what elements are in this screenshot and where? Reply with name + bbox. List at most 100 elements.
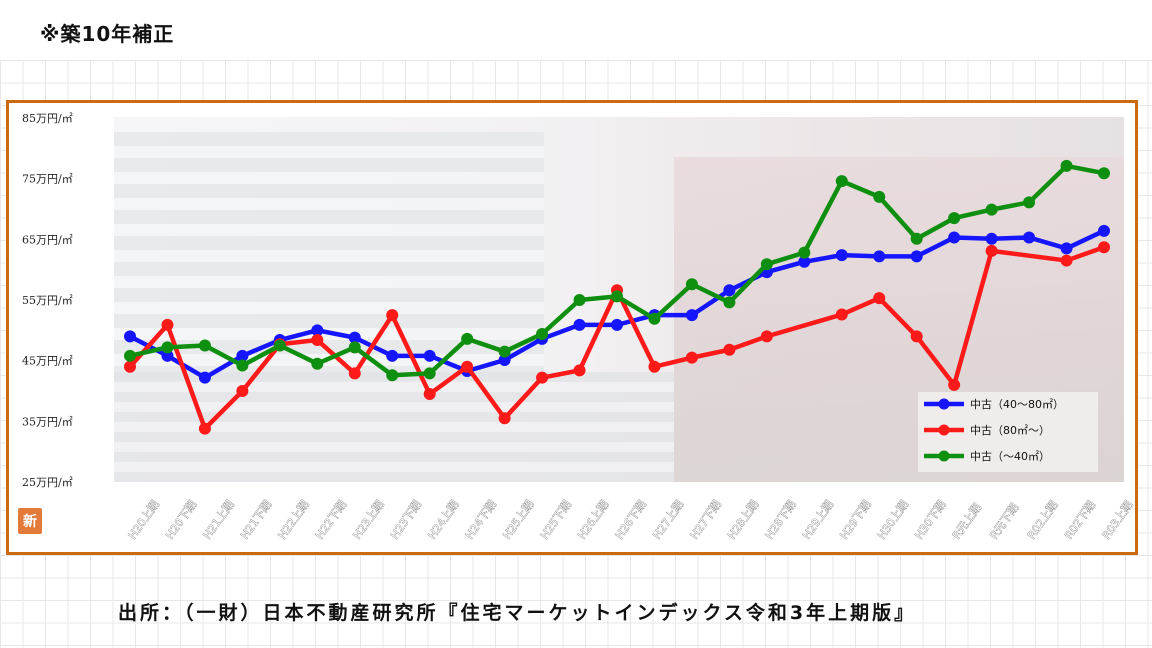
data-point bbox=[236, 359, 249, 372]
data-point bbox=[873, 190, 886, 203]
data-point bbox=[124, 330, 136, 343]
data-point bbox=[723, 343, 736, 356]
x-tick-label: R元上期 bbox=[950, 501, 984, 542]
y-tick-label: 25万円/㎡ bbox=[22, 476, 73, 489]
data-point bbox=[573, 364, 586, 377]
legend-label: 中古（80㎡～） bbox=[970, 424, 1050, 437]
data-point bbox=[348, 331, 361, 344]
data-point bbox=[498, 354, 511, 367]
data-point bbox=[1060, 159, 1073, 172]
data-point bbox=[236, 385, 249, 397]
data-point bbox=[573, 318, 586, 331]
x-tick-label: H20下期 bbox=[163, 498, 199, 542]
data-point bbox=[685, 278, 698, 291]
source-caption: 出所：（一財）日本不動産研究所『住宅マーケットインデックス令和3年上期版』 bbox=[118, 602, 917, 624]
data-point bbox=[273, 339, 286, 352]
data-point bbox=[835, 175, 848, 188]
legend-label: 中古（～40㎡） bbox=[970, 450, 1050, 463]
data-point bbox=[948, 212, 961, 225]
data-point bbox=[873, 250, 886, 263]
x-tick-label: H24上期 bbox=[426, 498, 462, 542]
data-point bbox=[311, 324, 324, 337]
x-tick-label: H26下期 bbox=[613, 498, 649, 542]
data-point bbox=[685, 351, 698, 364]
data-point bbox=[648, 312, 661, 325]
data-point bbox=[461, 332, 474, 345]
series-line-0 bbox=[128, 228, 1105, 380]
x-tick-label: H23上期 bbox=[351, 498, 387, 542]
data-point bbox=[198, 371, 211, 384]
data-point bbox=[236, 349, 249, 362]
data-point bbox=[910, 232, 923, 245]
data-point bbox=[1098, 241, 1110, 254]
legend-swatch-marker bbox=[938, 450, 950, 462]
legend-label: 中古（40～80㎡） bbox=[970, 398, 1064, 411]
data-point bbox=[1023, 231, 1036, 244]
data-point bbox=[760, 330, 773, 343]
data-point bbox=[423, 388, 436, 401]
x-tick-label: H24下期 bbox=[463, 498, 499, 542]
data-point bbox=[723, 296, 736, 309]
x-tick-label: H25下期 bbox=[538, 498, 574, 542]
x-tick-label: H23下期 bbox=[388, 498, 424, 542]
data-point bbox=[161, 341, 174, 354]
x-tick-label: H30上期 bbox=[875, 498, 911, 542]
legend-swatch-marker bbox=[938, 424, 950, 436]
data-point bbox=[723, 284, 736, 297]
data-point bbox=[798, 246, 811, 259]
data-point bbox=[835, 249, 848, 262]
x-tick-label: H29下期 bbox=[838, 498, 874, 542]
data-point bbox=[910, 330, 923, 343]
data-point bbox=[348, 367, 361, 380]
data-point bbox=[948, 378, 961, 391]
x-tick-label: H27下期 bbox=[688, 498, 724, 542]
data-point bbox=[985, 244, 998, 257]
data-point bbox=[348, 341, 361, 354]
data-point bbox=[198, 422, 211, 435]
data-point bbox=[648, 360, 661, 373]
data-point bbox=[161, 318, 174, 331]
data-point bbox=[311, 357, 324, 370]
data-point bbox=[311, 334, 324, 347]
x-tick-label: H30下期 bbox=[913, 498, 949, 542]
data-point bbox=[760, 258, 773, 271]
x-tick-label: R03上期 bbox=[1100, 499, 1136, 542]
data-point bbox=[685, 309, 698, 322]
data-point bbox=[573, 294, 586, 306]
y-tick-label: 55万円/㎡ bbox=[22, 294, 73, 307]
data-point bbox=[124, 360, 136, 373]
data-point bbox=[536, 371, 549, 384]
x-tick-label: H25上期 bbox=[500, 498, 536, 542]
x-tick-label: H21上期 bbox=[201, 498, 237, 542]
data-point bbox=[948, 231, 961, 244]
y-tick-label: 65万円/㎡ bbox=[22, 233, 73, 246]
legend-swatch-marker bbox=[938, 398, 950, 410]
y-tick-label: 85万円/㎡ bbox=[22, 112, 73, 125]
x-tick-label: H20上期 bbox=[126, 498, 162, 542]
data-point bbox=[386, 309, 399, 322]
data-point bbox=[873, 292, 886, 305]
x-tick-label: R02下期 bbox=[1062, 499, 1098, 542]
x-tick-label: H22下期 bbox=[313, 498, 349, 542]
x-tick-label: H26上期 bbox=[575, 498, 611, 542]
data-point bbox=[161, 349, 174, 362]
data-point bbox=[611, 290, 623, 303]
x-tick-label: H27上期 bbox=[650, 498, 686, 542]
x-tick-label: H29上期 bbox=[800, 498, 836, 542]
data-point bbox=[498, 345, 511, 358]
data-point bbox=[910, 250, 923, 263]
data-point bbox=[1098, 224, 1110, 237]
x-tick-label: H28下期 bbox=[763, 498, 799, 542]
data-point bbox=[386, 369, 399, 382]
data-point bbox=[498, 412, 511, 425]
data-point bbox=[798, 255, 811, 268]
data-point bbox=[1060, 254, 1073, 267]
y-tick-label: 45万円/㎡ bbox=[22, 355, 73, 368]
data-point bbox=[1060, 242, 1073, 255]
data-point bbox=[985, 232, 998, 245]
x-tick-label: H22上期 bbox=[276, 498, 312, 542]
data-point bbox=[386, 349, 399, 362]
x-tick-label: H21下期 bbox=[238, 498, 274, 542]
x-tick-label: R元下期 bbox=[987, 501, 1021, 542]
